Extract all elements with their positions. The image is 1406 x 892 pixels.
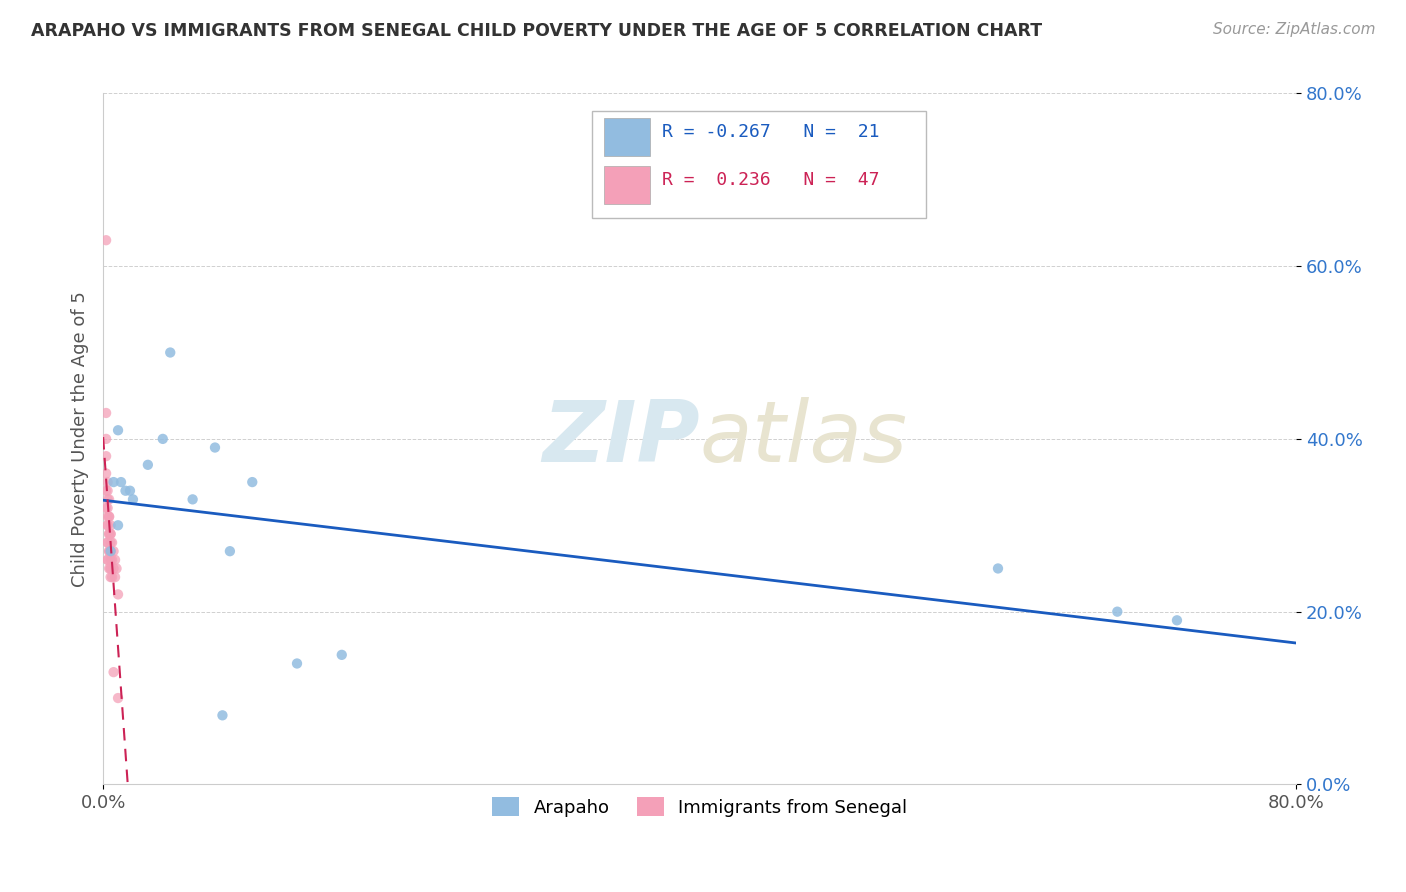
Point — [1107, 605, 1129, 619]
Point — [97, 518, 120, 533]
Point — [104, 553, 127, 567]
Point — [98, 544, 121, 558]
Point — [100, 527, 122, 541]
Point — [104, 570, 127, 584]
Point — [1166, 613, 1188, 627]
Text: ARAPAHO VS IMMIGRANTS FROM SENEGAL CHILD POVERTY UNDER THE AGE OF 5 CORRELATION : ARAPAHO VS IMMIGRANTS FROM SENEGAL CHILD… — [31, 22, 1042, 40]
FancyBboxPatch shape — [605, 118, 650, 155]
Text: ZIP: ZIP — [543, 398, 700, 481]
Point — [94, 467, 117, 481]
Point — [98, 544, 121, 558]
Point — [101, 553, 124, 567]
Point — [94, 501, 117, 516]
Text: R = -0.267   N =  21: R = -0.267 N = 21 — [662, 123, 879, 141]
Point — [100, 561, 122, 575]
Point — [240, 475, 263, 489]
Point — [330, 648, 353, 662]
Point — [107, 423, 129, 437]
Point — [152, 432, 174, 446]
Point — [211, 708, 233, 723]
Point — [94, 233, 117, 247]
Point — [100, 518, 122, 533]
Point — [98, 527, 121, 541]
Point — [94, 483, 117, 498]
Point — [987, 561, 1010, 575]
FancyBboxPatch shape — [605, 166, 650, 204]
Point — [122, 492, 145, 507]
Point — [103, 665, 125, 680]
Point — [97, 518, 120, 533]
Point — [97, 509, 120, 524]
Point — [98, 527, 121, 541]
Point — [97, 483, 120, 498]
Point — [100, 535, 122, 549]
Point — [100, 544, 122, 558]
Point — [103, 561, 125, 575]
Text: atlas: atlas — [700, 398, 908, 481]
Point — [285, 657, 308, 671]
Point — [181, 492, 204, 507]
Point — [114, 483, 136, 498]
Point — [219, 544, 242, 558]
Point — [100, 544, 122, 558]
Point — [136, 458, 159, 472]
Point — [98, 561, 121, 575]
Point — [97, 475, 120, 489]
Point — [110, 475, 132, 489]
Point — [97, 535, 120, 549]
Point — [159, 345, 181, 359]
Point — [97, 553, 120, 567]
Point — [100, 570, 122, 584]
Point — [98, 509, 121, 524]
Point — [107, 691, 129, 706]
Point — [97, 553, 120, 567]
Point — [98, 509, 121, 524]
Legend: Arapaho, Immigrants from Senegal: Arapaho, Immigrants from Senegal — [485, 790, 914, 824]
Y-axis label: Child Poverty Under the Age of 5: Child Poverty Under the Age of 5 — [72, 291, 89, 587]
Text: Source: ZipAtlas.com: Source: ZipAtlas.com — [1212, 22, 1375, 37]
Point — [97, 535, 120, 549]
Text: R =  0.236   N =  47: R = 0.236 N = 47 — [662, 171, 879, 189]
Point — [107, 587, 129, 601]
Point — [118, 483, 141, 498]
Point — [94, 432, 117, 446]
Point — [98, 492, 121, 507]
Point — [101, 570, 124, 584]
Point — [100, 561, 122, 575]
Point — [94, 449, 117, 463]
FancyBboxPatch shape — [592, 111, 927, 218]
Point — [105, 561, 128, 575]
Point — [100, 527, 122, 541]
Point — [101, 535, 124, 549]
Point — [97, 492, 120, 507]
Point — [97, 501, 120, 516]
Point — [103, 544, 125, 558]
Point — [204, 441, 226, 455]
Point — [107, 518, 129, 533]
Point — [100, 553, 122, 567]
Point — [94, 406, 117, 420]
Point — [100, 544, 122, 558]
Point — [103, 475, 125, 489]
